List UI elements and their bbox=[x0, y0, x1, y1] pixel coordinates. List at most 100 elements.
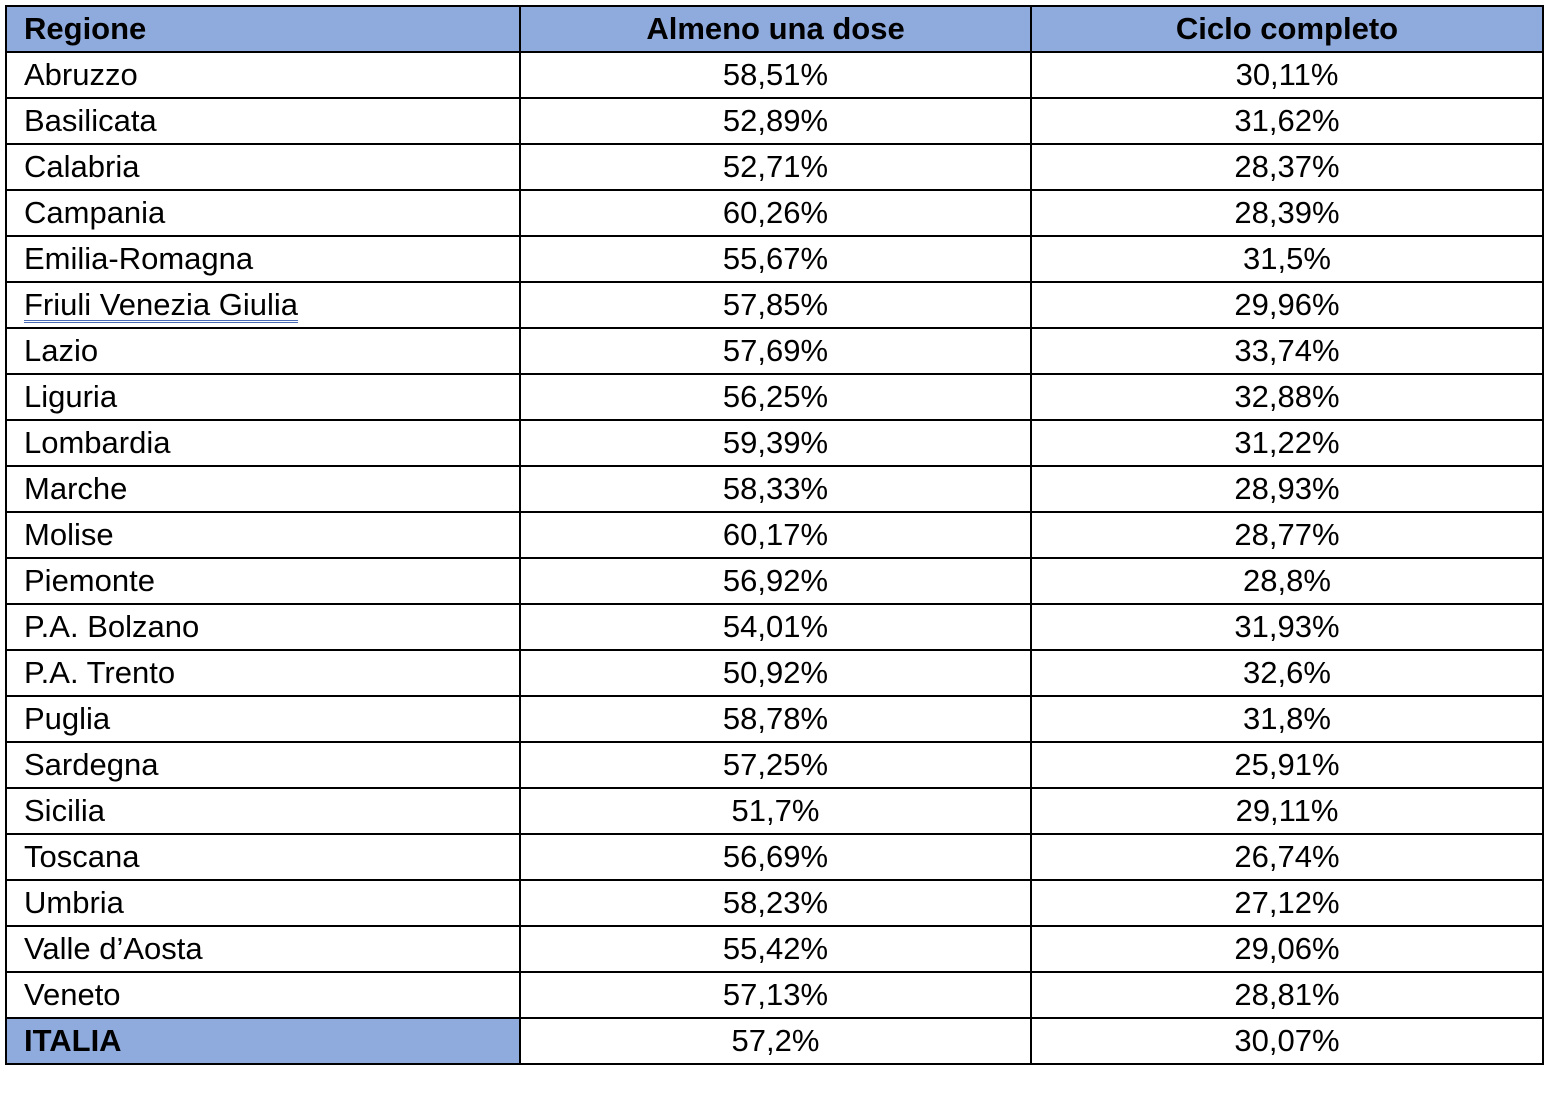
regione-label: Sicilia bbox=[24, 793, 105, 828]
regione-label: P.A. Trento bbox=[24, 655, 176, 690]
cell-regione: Marche bbox=[5, 465, 521, 513]
table-row: Sicilia 51,7% 29,11% bbox=[5, 787, 1544, 835]
cell-regione: Puglia bbox=[5, 695, 521, 743]
cell-almeno-una-dose: 59,39% bbox=[519, 419, 1032, 467]
regione-label: Abruzzo bbox=[24, 57, 138, 92]
table-row: Puglia 58,78% 31,8% bbox=[5, 695, 1544, 743]
regione-label: P.A. Bolzano bbox=[24, 609, 200, 644]
cell-regione: Liguria bbox=[5, 373, 521, 421]
cell-ciclo-completo: 29,96% bbox=[1030, 281, 1544, 329]
cell-regione: Sicilia bbox=[5, 787, 521, 835]
cell-regione: Friuli Venezia Giulia bbox=[5, 281, 521, 329]
regione-label: Lombardia bbox=[24, 425, 171, 460]
cell-ciclo-completo: 28,39% bbox=[1030, 189, 1544, 237]
table-row: P.A. Trento 50,92% 32,6% bbox=[5, 649, 1544, 697]
cell-almeno-una-dose: 56,92% bbox=[519, 557, 1032, 605]
cell-almeno-una-dose: 57,25% bbox=[519, 741, 1032, 789]
table-row: Toscana 56,69% 26,74% bbox=[5, 833, 1544, 881]
regione-label: Molise bbox=[24, 517, 114, 552]
table-row: Molise 60,17% 28,77% bbox=[5, 511, 1544, 559]
table-row: Lazio 57,69% 33,74% bbox=[5, 327, 1544, 375]
regione-label: Sardegna bbox=[24, 747, 159, 782]
header-ciclo-completo: Ciclo completo bbox=[1030, 5, 1544, 53]
cell-regione: P.A. Trento bbox=[5, 649, 521, 697]
cell-almeno-una-dose: 55,67% bbox=[519, 235, 1032, 283]
cell-almeno-una-dose: 56,69% bbox=[519, 833, 1032, 881]
table-row: Emilia-Romagna 55,67% 31,5% bbox=[5, 235, 1544, 283]
header-row: Regione Almeno una dose Ciclo completo bbox=[5, 5, 1544, 53]
total-row: ITALIA 57,2% 30,07% bbox=[5, 1017, 1544, 1065]
cell-ciclo-completo: 31,62% bbox=[1030, 97, 1544, 145]
regione-label: Marche bbox=[24, 471, 128, 506]
table-body: Abruzzo 58,51% 30,11% Basilicata 52,89% 31,62… bbox=[5, 51, 1544, 1019]
cell-regione: Sardegna bbox=[5, 741, 521, 789]
cell-almeno-una-dose: 57,13% bbox=[519, 971, 1032, 1019]
regione-label: Veneto bbox=[24, 977, 121, 1012]
cell-regione: P.A. Bolzano bbox=[5, 603, 521, 651]
cell-ciclo-completo: 28,77% bbox=[1030, 511, 1544, 559]
cell-regione: Valle d’Aosta bbox=[5, 925, 521, 973]
table-row: Lombardia 59,39% 31,22% bbox=[5, 419, 1544, 467]
cell-ciclo-completo: 31,5% bbox=[1030, 235, 1544, 283]
cell-almeno-una-dose: 56,25% bbox=[519, 373, 1032, 421]
cell-ciclo-completo: 31,8% bbox=[1030, 695, 1544, 743]
cell-regione: Lombardia bbox=[5, 419, 521, 467]
cell-regione: Molise bbox=[5, 511, 521, 559]
regione-label: Toscana bbox=[24, 839, 140, 874]
table-row: Marche 58,33% 28,93% bbox=[5, 465, 1544, 513]
cell-regione: Toscana bbox=[5, 833, 521, 881]
vaccination-table: Regione Almeno una dose Ciclo completo A… bbox=[5, 5, 1544, 1065]
cell-regione: Abruzzo bbox=[5, 51, 521, 99]
table-row: Friuli Venezia Giulia 57,85% 29,96% bbox=[5, 281, 1544, 329]
total-ciclo-completo: 30,07% bbox=[1030, 1017, 1544, 1065]
table-row: P.A. Bolzano 54,01% 31,93% bbox=[5, 603, 1544, 651]
table-header: Regione Almeno una dose Ciclo completo bbox=[5, 5, 1544, 53]
table-row: Sardegna 57,25% 25,91% bbox=[5, 741, 1544, 789]
regione-label: Valle d’Aosta bbox=[24, 931, 203, 966]
regione-label: Friuli Venezia Giulia bbox=[24, 287, 298, 322]
cell-almeno-una-dose: 55,42% bbox=[519, 925, 1032, 973]
table-row: Abruzzo 58,51% 30,11% bbox=[5, 51, 1544, 99]
cell-ciclo-completo: 26,74% bbox=[1030, 833, 1544, 881]
regione-label: Emilia-Romagna bbox=[24, 241, 254, 276]
cell-ciclo-completo: 25,91% bbox=[1030, 741, 1544, 789]
total-almeno-una-dose: 57,2% bbox=[519, 1017, 1032, 1065]
cell-regione: Veneto bbox=[5, 971, 521, 1019]
cell-ciclo-completo: 33,74% bbox=[1030, 327, 1544, 375]
cell-regione: Lazio bbox=[5, 327, 521, 375]
cell-ciclo-completo: 28,81% bbox=[1030, 971, 1544, 1019]
regione-label: Basilicata bbox=[24, 103, 157, 138]
cell-almeno-una-dose: 52,89% bbox=[519, 97, 1032, 145]
regione-label: Campania bbox=[24, 195, 166, 230]
cell-ciclo-completo: 31,93% bbox=[1030, 603, 1544, 651]
total-regione: ITALIA bbox=[5, 1017, 521, 1065]
cell-regione: Basilicata bbox=[5, 97, 521, 145]
cell-ciclo-completo: 32,6% bbox=[1030, 649, 1544, 697]
table-row: Basilicata 52,89% 31,62% bbox=[5, 97, 1544, 145]
cell-almeno-una-dose: 60,26% bbox=[519, 189, 1032, 237]
table-row: Liguria 56,25% 32,88% bbox=[5, 373, 1544, 421]
regione-label: Puglia bbox=[24, 701, 111, 736]
cell-ciclo-completo: 30,11% bbox=[1030, 51, 1544, 99]
table-footer: ITALIA 57,2% 30,07% bbox=[5, 1017, 1544, 1065]
cell-ciclo-completo: 29,06% bbox=[1030, 925, 1544, 973]
cell-almeno-una-dose: 58,51% bbox=[519, 51, 1032, 99]
cell-regione: Umbria bbox=[5, 879, 521, 927]
regione-label: Calabria bbox=[24, 149, 140, 184]
cell-almeno-una-dose: 54,01% bbox=[519, 603, 1032, 651]
table-row: Veneto 57,13% 28,81% bbox=[5, 971, 1544, 1019]
cell-almeno-una-dose: 51,7% bbox=[519, 787, 1032, 835]
cell-almeno-una-dose: 58,33% bbox=[519, 465, 1032, 513]
cell-ciclo-completo: 32,88% bbox=[1030, 373, 1544, 421]
header-regione: Regione bbox=[5, 5, 521, 53]
cell-ciclo-completo: 27,12% bbox=[1030, 879, 1544, 927]
table-row: Piemonte 56,92% 28,8% bbox=[5, 557, 1544, 605]
cell-almeno-una-dose: 58,78% bbox=[519, 695, 1032, 743]
cell-almeno-una-dose: 57,69% bbox=[519, 327, 1032, 375]
table-row: Campania 60,26% 28,39% bbox=[5, 189, 1544, 237]
table-row: Umbria 58,23% 27,12% bbox=[5, 879, 1544, 927]
cell-ciclo-completo: 28,93% bbox=[1030, 465, 1544, 513]
cell-almeno-una-dose: 60,17% bbox=[519, 511, 1032, 559]
cell-regione: Piemonte bbox=[5, 557, 521, 605]
table-row: Valle d’Aosta 55,42% 29,06% bbox=[5, 925, 1544, 973]
